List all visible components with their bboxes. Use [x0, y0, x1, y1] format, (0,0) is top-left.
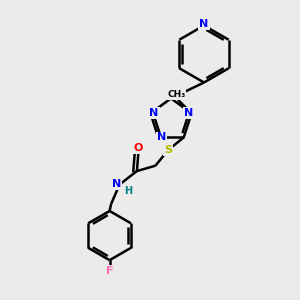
Text: F: F	[106, 266, 113, 276]
Text: O: O	[134, 143, 143, 153]
Text: N: N	[157, 133, 167, 142]
Text: H: H	[124, 186, 132, 196]
Text: N: N	[184, 108, 193, 118]
Text: N: N	[149, 108, 159, 118]
Text: N: N	[200, 19, 208, 29]
Text: CH₃: CH₃	[167, 90, 186, 99]
Text: N: N	[112, 179, 121, 189]
Text: S: S	[164, 145, 172, 155]
